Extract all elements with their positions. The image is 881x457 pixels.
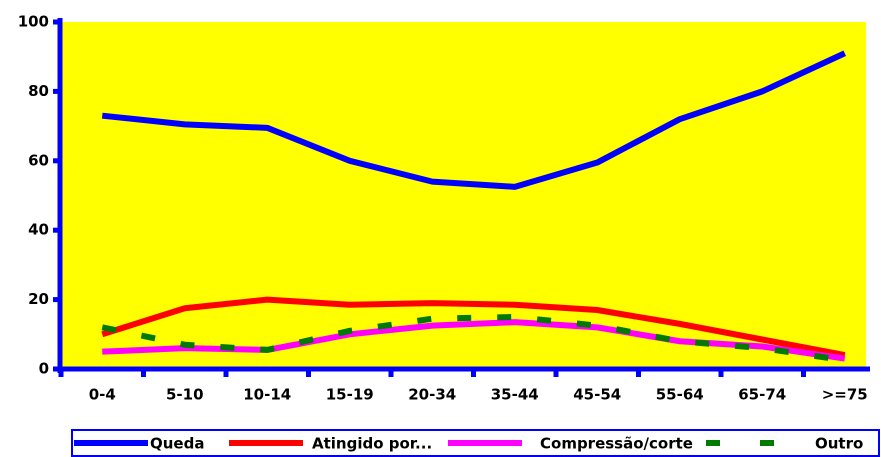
legend-label: Compressão/corte [540,435,693,453]
y-tick-label: 0 [39,360,49,378]
y-tick-label: 100 [18,13,49,31]
y-tick-label: 60 [28,151,49,169]
legend-label: Outro [815,435,863,453]
y-tick-label: 80 [28,82,49,100]
legend-label: Atingido por... [312,435,432,453]
x-tick-label: 5-10 [166,386,204,404]
plot-area [61,22,866,369]
x-tick-label: 65-74 [738,386,786,404]
x-tick-label: 20-34 [408,386,456,404]
line-series [101,313,846,364]
x-tick-label: 10-14 [243,386,291,404]
x-tick-label: 0-4 [89,386,116,404]
x-tick-label: 15-19 [326,386,374,404]
line-series [101,50,847,190]
y-tick-label: 40 [28,221,49,239]
legend-label: Queda [150,435,204,453]
x-tick-label: >=75 [822,386,868,404]
x-tick-label: 35-44 [491,386,539,404]
y-tick-label: 20 [28,290,49,308]
x-tick-label: 45-54 [573,386,621,404]
x-tick-label: 55-64 [656,386,704,404]
line-series [101,296,846,359]
